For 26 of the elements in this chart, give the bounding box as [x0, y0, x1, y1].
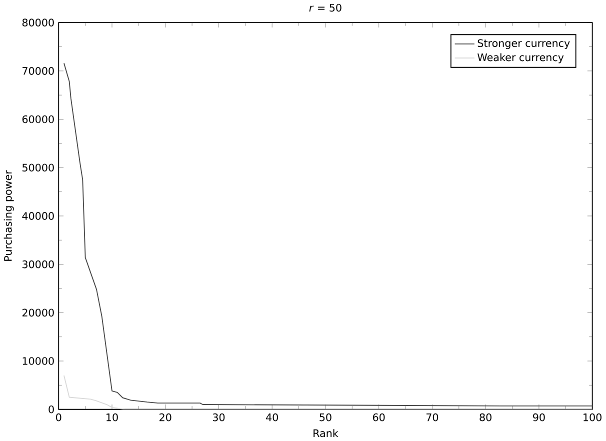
x-tick-label: 10 [106, 413, 118, 422]
y-axis-title: Purchasing power [4, 170, 14, 261]
x-tick-label: 20 [160, 413, 172, 422]
y-tick-label: 80000 [22, 18, 54, 27]
x-tick-label: 90 [533, 413, 545, 422]
y-tick-label: 0 [48, 405, 54, 414]
x-axis-title: Rank [314, 429, 338, 438]
line-series [64, 62, 592, 406]
y-tick-label: 40000 [22, 212, 54, 220]
y-tick-label: 20000 [22, 308, 54, 317]
y-tick-label: 50000 [22, 164, 54, 172]
legend-label: Weaker currency [478, 53, 564, 64]
y-tick-label: 30000 [22, 260, 54, 268]
x-tick-label: 80 [480, 413, 492, 422]
x-tick-label: 60 [372, 413, 385, 422]
x-tick-label: 50 [320, 413, 332, 422]
x-tick-label: 70 [426, 413, 438, 422]
x-tick-label: 30 [212, 413, 225, 422]
y-tick-label: 10000 [22, 357, 54, 365]
x-tick-label: 40 [266, 413, 278, 422]
chart-title: r = 50 [309, 4, 342, 12]
legend-label: Stronger currency [478, 39, 570, 50]
x-tick-label: 0 [56, 413, 62, 422]
y-tick-label: 70000 [22, 67, 54, 75]
x-tick-label: 100 [584, 413, 602, 422]
y-tick-label: 60000 [22, 115, 54, 124]
